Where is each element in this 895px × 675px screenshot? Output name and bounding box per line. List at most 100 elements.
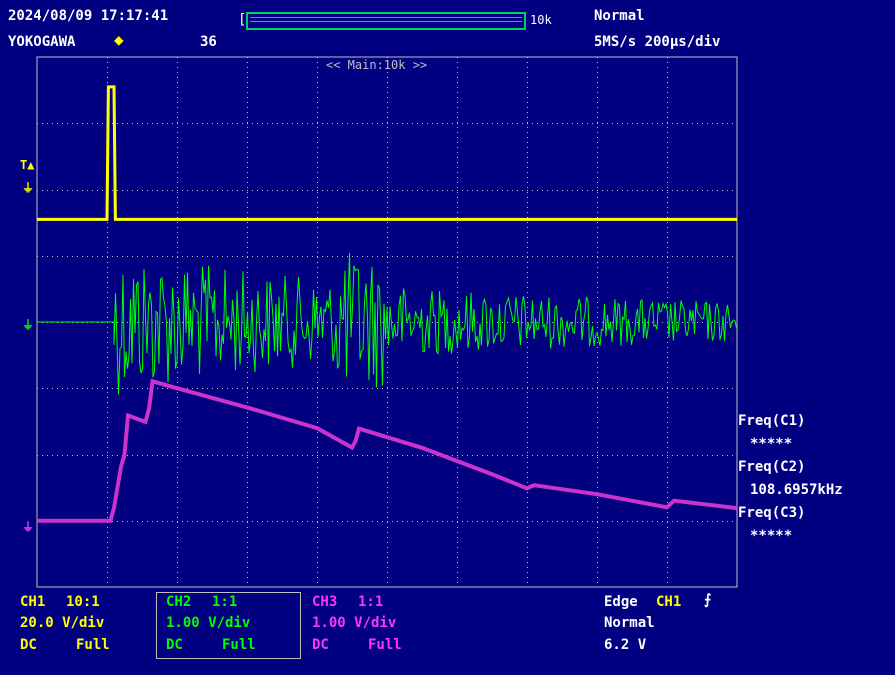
- grid-dot: [107, 242, 108, 243]
- grid-dot: [317, 67, 318, 68]
- grid-dot: [247, 62, 248, 63]
- grid-dot: [457, 437, 458, 438]
- grid-dot: [457, 377, 458, 378]
- grid-dot: [247, 187, 248, 188]
- grid-dot: [122, 521, 123, 522]
- grid-dot: [542, 521, 543, 522]
- grid-dot: [77, 190, 78, 191]
- grid-dot: [367, 455, 368, 456]
- grid-dot: [492, 455, 493, 456]
- grid-dot: [387, 212, 388, 213]
- grid-dot: [457, 492, 458, 493]
- grid-dot: [457, 232, 458, 233]
- grid-dot: [497, 388, 498, 389]
- grid-dot: [317, 142, 318, 143]
- grid-dot: [162, 190, 163, 191]
- grid-dot: [527, 432, 528, 433]
- grid-dot: [387, 167, 388, 168]
- grid-dot: [42, 388, 43, 389]
- grid-dot: [597, 302, 598, 303]
- grid-dot: [567, 388, 568, 389]
- grid-dot: [257, 521, 258, 522]
- grid-dot: [597, 532, 598, 533]
- grid-dot: [592, 190, 593, 191]
- grid-dot: [167, 190, 168, 191]
- grid-dot: [532, 123, 533, 124]
- grid-dot: [557, 388, 558, 389]
- grid-dot: [582, 521, 583, 522]
- grid-dot: [72, 455, 73, 456]
- ch1-coupling: DC: [20, 637, 37, 653]
- grid-dot: [717, 322, 718, 323]
- grid-dot: [702, 123, 703, 124]
- grid-dot: [597, 477, 598, 478]
- grid-dot: [317, 92, 318, 93]
- grid-dot: [607, 521, 608, 522]
- grid-dot: [457, 117, 458, 118]
- grid-dot: [107, 327, 108, 328]
- grid-dot: [507, 190, 508, 191]
- grid-dot: [107, 257, 108, 258]
- grid-dot: [247, 297, 248, 298]
- grid-dot: [527, 347, 528, 348]
- grid-dot: [317, 297, 318, 298]
- grid-dot: [177, 117, 178, 118]
- grid-dot: [327, 123, 328, 124]
- grid-dot: [237, 521, 238, 522]
- grid-dot: [357, 521, 358, 522]
- grid-dot: [397, 123, 398, 124]
- grid-dot: [527, 492, 528, 493]
- grid-dot: [597, 327, 598, 328]
- grid-dot: [457, 367, 458, 368]
- grid-dot: [667, 212, 668, 213]
- grid-dot: [527, 292, 528, 293]
- grid-dot: [392, 322, 393, 323]
- grid-dot: [457, 92, 458, 93]
- grid-dot: [597, 102, 598, 103]
- grid-dot: [317, 107, 318, 108]
- grid-dot: [42, 123, 43, 124]
- grid-dot: [457, 132, 458, 133]
- grid-dot: [177, 142, 178, 143]
- grid-dot: [607, 190, 608, 191]
- grid-dot: [387, 462, 388, 463]
- grid-dot: [107, 287, 108, 288]
- grid-dot: [177, 482, 178, 483]
- grid-dot: [457, 322, 458, 323]
- grid-dot: [252, 388, 253, 389]
- grid-dot: [192, 455, 193, 456]
- grid-dot: [67, 256, 68, 257]
- grid-dot: [107, 252, 108, 253]
- grid-dot: [427, 388, 428, 389]
- grid-dot: [322, 256, 323, 257]
- grid-dot: [667, 97, 668, 98]
- grid-dot: [387, 182, 388, 183]
- grid-dot: [207, 455, 208, 456]
- grid-dot: [317, 197, 318, 198]
- grid-dot: [457, 432, 458, 433]
- grid-dot: [132, 123, 133, 124]
- grid-dot: [597, 521, 598, 522]
- grid-dot: [52, 123, 53, 124]
- grid-dot: [457, 97, 458, 98]
- grid-dot: [107, 256, 108, 257]
- grid-dot: [247, 388, 248, 389]
- grid-dot: [457, 347, 458, 348]
- grid-dot: [247, 457, 248, 458]
- grid-dot: [567, 256, 568, 257]
- grid-dot: [337, 521, 338, 522]
- grid-dot: [527, 497, 528, 498]
- grid-dot: [387, 512, 388, 513]
- grid-dot: [597, 522, 598, 523]
- grid-dot: [667, 412, 668, 413]
- grid-dot: [102, 123, 103, 124]
- grid-dot: [577, 256, 578, 257]
- grid-dot: [112, 190, 113, 191]
- grid-dot: [177, 102, 178, 103]
- grid-dot: [247, 537, 248, 538]
- grid-dot: [102, 190, 103, 191]
- grid-dot: [297, 388, 298, 389]
- grid-dot: [247, 342, 248, 343]
- grid-dot: [247, 492, 248, 493]
- grid-dot: [667, 232, 668, 233]
